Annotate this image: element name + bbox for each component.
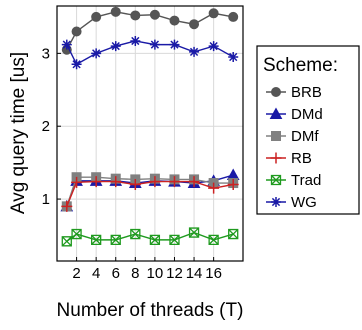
- series-wg: [61, 35, 239, 70]
- x-tick-label: 6: [112, 265, 120, 282]
- legend-label: DMd: [291, 106, 323, 123]
- series-lines: [60, 6, 240, 247]
- data-point-rb: [168, 176, 180, 188]
- x-tick-label: 8: [131, 265, 139, 282]
- legend-marker-wg: [271, 197, 281, 207]
- series-dmf: [61, 172, 239, 212]
- x-tick-label: 10: [147, 265, 164, 282]
- data-point-trad: [228, 228, 239, 240]
- data-point-rb: [61, 200, 73, 212]
- data-point-wg: [149, 39, 160, 50]
- y-tick-label: 1: [42, 191, 50, 208]
- legend-label: BRB: [291, 84, 322, 101]
- x-axis-label: Number of threads (T): [57, 300, 244, 321]
- data-point-wg: [71, 59, 82, 70]
- data-point-brb: [169, 15, 180, 26]
- data-point-brb: [189, 19, 200, 30]
- legend: Scheme: BRB DMd DMf RB Trad WG: [256, 45, 360, 215]
- y-tick-label: 3: [42, 45, 50, 62]
- y-tick-label: 2: [42, 118, 50, 135]
- legend-marker-trad: [270, 174, 282, 186]
- plot-frame: [56, 5, 244, 262]
- legend-label: DMf: [291, 128, 319, 145]
- x-tick-label: 4: [92, 265, 100, 282]
- data-point-wg: [228, 52, 239, 62]
- legend-label: WG: [291, 194, 317, 211]
- legend-box: [256, 45, 360, 215]
- series-rb: [61, 176, 239, 212]
- x-tick-label: 14: [186, 265, 203, 282]
- y-axis-label: Avg query time [us]: [8, 52, 29, 214]
- data-point-rb: [71, 176, 83, 188]
- data-point-trad: [188, 227, 200, 238]
- series-trad: [61, 227, 239, 247]
- data-point-dmd: [226, 168, 240, 181]
- data-point-rb: [90, 176, 102, 188]
- data-point-trad: [130, 228, 141, 240]
- series-line-trad: [66, 231, 234, 242]
- series-line-rb: [66, 180, 234, 207]
- data-point-wg: [189, 46, 200, 57]
- legend-label: Trad: [291, 172, 321, 189]
- series-line-brb: [66, 11, 234, 51]
- data-point-rb: [227, 179, 239, 190]
- data-point-brb: [110, 6, 121, 17]
- data-point-brb: [228, 11, 239, 22]
- series-line-wg: [66, 40, 234, 66]
- data-point-brb: [208, 8, 219, 19]
- data-point-rb: [129, 179, 141, 190]
- legend-item-wg: WG: [266, 194, 317, 211]
- data-point-brb: [71, 26, 82, 37]
- data-point-trad: [110, 234, 121, 246]
- data-point-brb: [149, 9, 160, 20]
- data-point-trad: [61, 236, 72, 247]
- data-point-trad: [149, 234, 161, 246]
- legend-item-trad: Trad: [266, 172, 321, 189]
- legend-marker-rb: [270, 152, 282, 164]
- legend-title: Scheme:: [263, 55, 338, 76]
- legend-label: RB: [291, 150, 312, 167]
- legend-marker-dmd: [269, 107, 283, 119]
- data-point-trad: [208, 234, 219, 246]
- data-point-trad: [71, 228, 82, 240]
- legend-marker-brb: [271, 87, 281, 97]
- legend-marker-dmf: [271, 131, 281, 141]
- data-point-rb: [188, 176, 200, 188]
- data-point-wg: [208, 41, 219, 52]
- data-point-trad: [169, 234, 180, 246]
- legend-item-brb: BRB: [266, 84, 322, 101]
- data-point-wg: [61, 39, 72, 50]
- legend-item-dmd: DMd: [266, 106, 323, 123]
- series-line-dmd: [66, 174, 234, 207]
- data-point-trad: [91, 234, 102, 246]
- data-point-brb: [130, 10, 141, 21]
- data-point-wg: [169, 39, 180, 50]
- data-point-wg: [130, 35, 141, 46]
- data-point-rb: [208, 182, 220, 194]
- data-point-rb: [110, 176, 122, 188]
- data-point-rb: [149, 176, 161, 188]
- x-tick-label: 16: [205, 265, 222, 282]
- x-tick-label: 2: [72, 265, 80, 282]
- series-line-dmf: [66, 176, 234, 207]
- data-point-wg: [91, 48, 102, 59]
- data-point-wg: [110, 41, 121, 52]
- data-point-brb: [91, 11, 102, 22]
- legend-item-rb: RB: [266, 150, 312, 167]
- legend-item-dmf: DMf: [266, 128, 319, 145]
- x-tick-label: 12: [166, 265, 183, 282]
